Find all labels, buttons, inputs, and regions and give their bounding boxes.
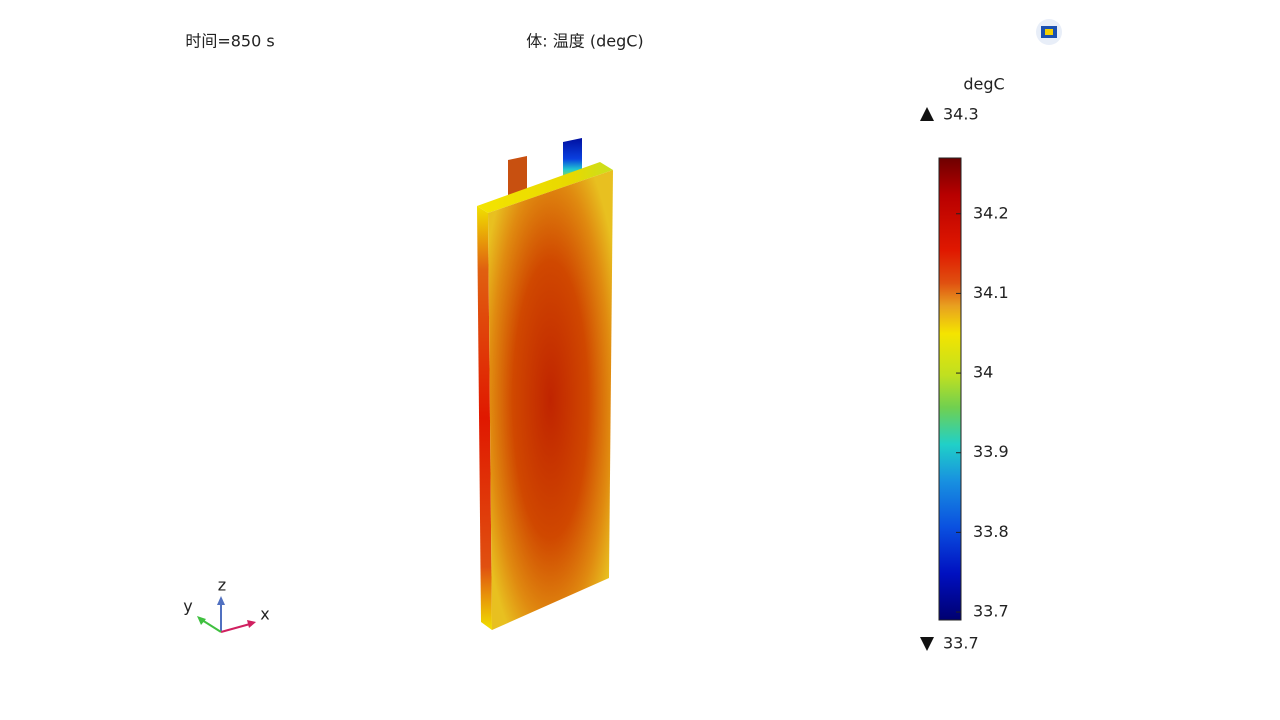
colorbar-unit: degC bbox=[963, 75, 1004, 94]
axis-label-z: z bbox=[218, 576, 226, 595]
time-label: 时间=850 s bbox=[185, 32, 274, 51]
battery-model bbox=[477, 138, 613, 630]
colorbar-tick-label: 33.7 bbox=[973, 602, 1009, 621]
max-marker bbox=[920, 107, 934, 121]
max-label: 34.3 bbox=[943, 105, 979, 124]
colorbar-tick-label: 33.8 bbox=[973, 522, 1009, 541]
colorbar-tick-label: 34.1 bbox=[973, 283, 1009, 302]
plot-title: 体: 温度 (degC) bbox=[526, 32, 643, 51]
min-label: 33.7 bbox=[943, 634, 979, 653]
colorbar bbox=[938, 157, 962, 621]
colorbar-tick-label: 34.2 bbox=[973, 203, 1009, 222]
axis-label-y: y bbox=[183, 597, 192, 616]
toolbar-icon[interactable] bbox=[1036, 19, 1062, 45]
axis-triad: z y x bbox=[183, 576, 270, 633]
colorbar-tick-label: 34 bbox=[973, 363, 993, 382]
axis-label-x: x bbox=[260, 605, 269, 624]
min-marker bbox=[920, 637, 934, 651]
colorbar-tick-label: 33.9 bbox=[973, 442, 1009, 461]
